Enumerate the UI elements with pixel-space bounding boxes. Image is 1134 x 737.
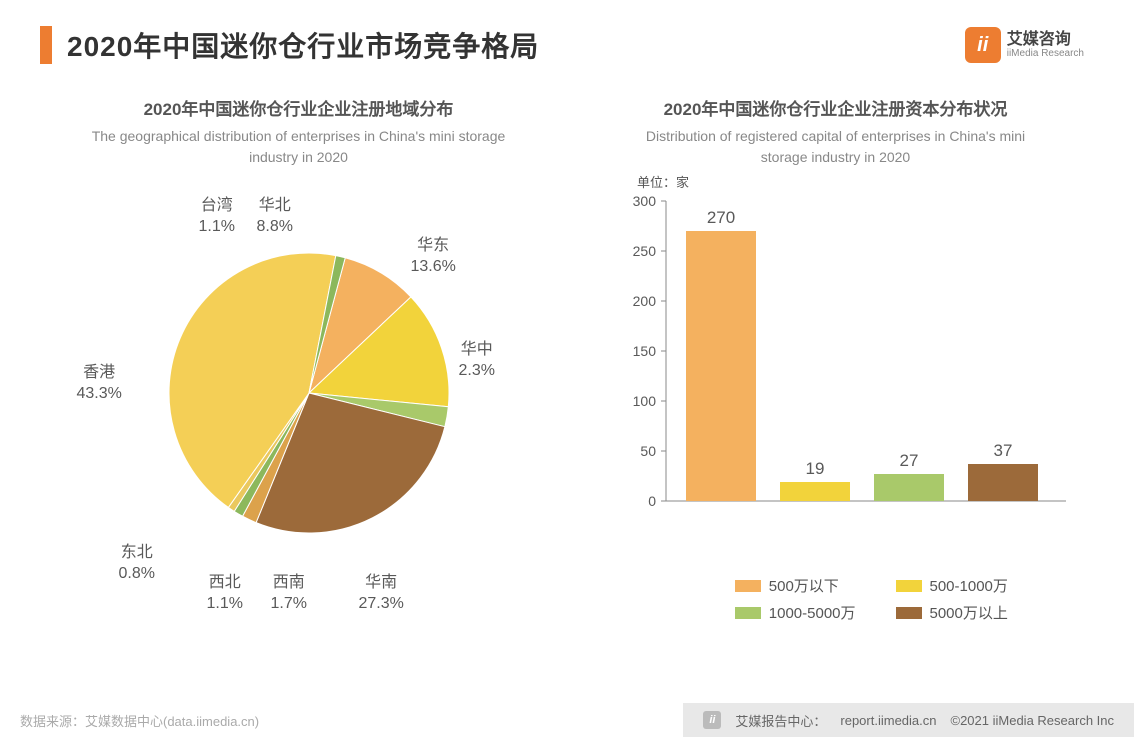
pie-label: 华中2.3% <box>459 340 495 382</box>
legend-item: 5000万以上 <box>896 602 1017 623</box>
pie-svg <box>169 253 449 533</box>
bar <box>874 474 944 501</box>
brand-logo-text: 艾媒咨询 iiMedia Research <box>1007 31 1084 60</box>
bar-chart-panel: 2020年中国迷你仓行业企业注册资本分布状况 Distribution of r… <box>577 95 1094 628</box>
bar-value-label: 27 <box>899 451 918 470</box>
bar-svg: 0 50 100 150 200 250 300 270 19 27 37 <box>596 191 1076 521</box>
bar-value-label: 270 <box>706 208 734 227</box>
legend-swatch <box>735 580 761 592</box>
legend-swatch <box>735 607 761 619</box>
charts-row: 2020年中国迷你仓行业企业注册地域分布 The geographical di… <box>0 75 1134 628</box>
bar-value-label: 19 <box>805 459 824 478</box>
pie-label: 东北0.8% <box>119 543 155 585</box>
brand-name-en: iiMedia Research <box>1007 48 1084 59</box>
pie-chart-panel: 2020年中国迷你仓行业企业注册地域分布 The geographical di… <box>40 95 557 628</box>
legend-label: 500万以下 <box>769 575 839 596</box>
y-tick-label: 0 <box>648 493 656 509</box>
brand-logo-icon: ii <box>965 27 1001 63</box>
y-tick-label: 250 <box>632 243 656 259</box>
y-tick-label: 200 <box>632 293 656 309</box>
bar-value-label: 37 <box>993 441 1012 460</box>
footer-center-url: report.iimedia.cn <box>840 713 936 728</box>
legend-item: 500-1000万 <box>896 575 1017 596</box>
footer-right: ii 艾媒报告中心： report.iimedia.cn ©2021 iiMed… <box>683 703 1134 737</box>
legend-swatch <box>896 607 922 619</box>
pie-title-cn: 2020年中国迷你仓行业企业注册地域分布 <box>144 95 454 120</box>
footer-copyright: ©2021 iiMedia Research Inc <box>951 713 1115 728</box>
bar <box>780 482 850 501</box>
legend-item: 1000-5000万 <box>735 602 856 623</box>
pie-label: 香港43.3% <box>77 363 122 405</box>
legend-label: 5000万以上 <box>930 602 1008 623</box>
y-tick-label: 300 <box>632 193 656 209</box>
bar-title-cn: 2020年中国迷你仓行业企业注册资本分布状况 <box>664 95 1008 120</box>
footer-center-label: 艾媒报告中心： <box>735 711 826 730</box>
bar-title-en: Distribution of registered capital of en… <box>626 126 1046 168</box>
pie-label: 西南1.7% <box>271 573 307 615</box>
title-wrap: 2020年中国迷你仓行业市场竞争格局 <box>40 25 539 65</box>
pie-label: 华南27.3% <box>359 573 404 615</box>
pie-label: 华北8.8% <box>257 196 293 238</box>
brand-logo: ii 艾媒咨询 iiMedia Research <box>965 27 1084 63</box>
y-tick-label: 150 <box>632 343 656 359</box>
brand-name-cn: 艾媒咨询 <box>1007 31 1084 49</box>
pie-title-en: The geographical distribution of enterpr… <box>89 126 509 168</box>
legend-swatch <box>896 580 922 592</box>
pie-label: 西北1.1% <box>207 573 243 615</box>
title-accent-bar <box>40 26 52 64</box>
legend-label: 500-1000万 <box>930 575 1008 596</box>
pie-label: 华东13.6% <box>411 236 456 278</box>
header: 2020年中国迷你仓行业市场竞争格局 ii 艾媒咨询 iiMedia Resea… <box>0 0 1134 75</box>
y-tick-label: 100 <box>632 393 656 409</box>
bar-chart: 0 50 100 150 200 250 300 270 19 27 37 <box>596 191 1076 571</box>
pie-label: 台湾1.1% <box>199 196 235 238</box>
y-tick-label: 50 <box>640 443 656 459</box>
bar-unit-label: 单位：家 <box>637 172 689 191</box>
data-source: 数据来源：艾媒数据中心(data.iimedia.cn) <box>0 711 259 730</box>
page-title: 2020年中国迷你仓行业市场竞争格局 <box>67 25 539 65</box>
bar-legend: 500万以下 500-1000万 1000-5000万 5000万以上 <box>655 575 1016 623</box>
legend-item: 500万以下 <box>735 575 856 596</box>
legend-label: 1000-5000万 <box>769 602 856 623</box>
bar <box>968 464 1038 501</box>
footer: 数据来源：艾媒数据中心(data.iimedia.cn) ii 艾媒报告中心： … <box>0 703 1134 737</box>
footer-logo-icon: ii <box>703 711 721 729</box>
bar <box>686 231 756 501</box>
pie-chart: 华北8.8% 华东13.6% 华中2.3% 华南27.3% 西南1.7% 西北1.1% 东北… <box>59 178 539 628</box>
